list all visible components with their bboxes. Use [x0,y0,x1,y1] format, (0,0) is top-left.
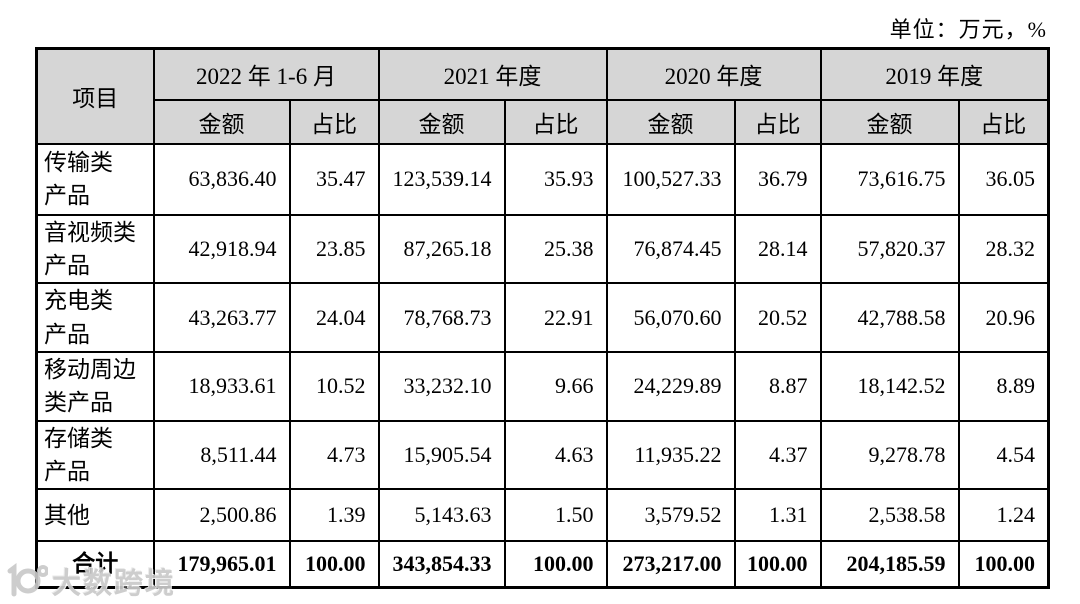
revenue-by-product-table: 项目 2022 年 1-6 月 2021 年度 2020 年度 2019 年度 … [35,47,1051,589]
column-group-2021: 2021 年度 [377,47,608,101]
row-label: 移动周边 类产品 [35,350,155,422]
total-cell-value: 343,854.33 [377,540,506,589]
cell-value: 1.50 [503,488,608,543]
total-cell-value: 100.00 [957,540,1050,589]
column-group-2019: 2019 年度 [819,47,1050,101]
total-cell-value: 100.00 [503,540,608,589]
cell-value: 8.87 [733,350,822,422]
cell-value: 10.52 [288,350,380,422]
cell-value: 42,788.58 [819,282,960,353]
cell-value: 2,500.86 [152,488,291,543]
cell-value: 100,527.33 [605,142,736,216]
cell-value: 36.79 [733,142,822,216]
subheader-ratio-2019: 占比 [957,98,1050,145]
cell-value: 57,820.37 [819,213,960,285]
cell-value: 9,278.78 [819,419,960,491]
cell-value: 8.89 [957,350,1050,422]
cell-value: 28.14 [733,213,822,285]
subheader-amount-2019: 金额 [819,98,960,145]
table-row: 存储类 产品 8,511.44 4.73 15,905.54 4.63 11,9… [35,419,1050,491]
cell-value: 18,142.52 [819,350,960,422]
cell-value: 11,935.22 [605,419,736,491]
total-cell-value: 100.00 [288,540,380,589]
cell-value: 20.96 [957,282,1050,353]
table-row: 其他 2,500.86 1.39 5,143.63 1.50 3,579.52 … [35,488,1050,543]
cell-value: 73,616.75 [819,142,960,216]
cell-value: 1.39 [288,488,380,543]
subheader-ratio-2021: 占比 [503,98,608,145]
total-cell-value: 273,217.00 [605,540,736,589]
cell-value: 35.93 [503,142,608,216]
cell-value: 9.66 [503,350,608,422]
cell-value: 23.85 [288,213,380,285]
row-label: 存储类 产品 [35,419,155,491]
cell-value: 87,265.18 [377,213,506,285]
subheader-amount-2020: 金额 [605,98,736,145]
cell-value: 28.32 [957,213,1050,285]
cell-value: 25.38 [503,213,608,285]
cell-value: 24,229.89 [605,350,736,422]
subheader-amount-2022: 金额 [152,98,291,145]
total-cell-value: 179,965.01 [152,540,291,589]
cell-value: 5,143.63 [377,488,506,543]
subheader-amount-2021: 金额 [377,98,506,145]
cell-value: 4.63 [503,419,608,491]
cell-value: 78,768.73 [377,282,506,353]
cell-value: 63,836.40 [152,142,291,216]
total-cell-value: 100.00 [733,540,822,589]
cell-value: 36.05 [957,142,1050,216]
table-row: 传输类 产品 63,836.40 35.47 123,539.14 35.93 … [35,142,1050,216]
cell-value: 2,538.58 [819,488,960,543]
column-header-item: 项目 [35,47,155,145]
cell-value: 56,070.60 [605,282,736,353]
cell-value: 8,511.44 [152,419,291,491]
cell-value: 20.52 [733,282,822,353]
row-label: 其他 [35,488,155,543]
cell-value: 1.24 [957,488,1050,543]
unit-note: 单位：万元，% [889,17,1047,42]
total-row-label: 合计 [35,540,155,589]
cell-value: 3,579.52 [605,488,736,543]
row-label: 音视频类 产品 [35,213,155,285]
cell-value: 24.04 [288,282,380,353]
table-row: 音视频类 产品 42,918.94 23.85 87,265.18 25.38 … [35,213,1050,285]
cell-value: 1.31 [733,488,822,543]
column-group-2020: 2020 年度 [605,47,822,101]
cell-value: 43,263.77 [152,282,291,353]
table-total-row: 合计 179,965.01 100.00 343,854.33 100.00 2… [35,540,1050,589]
header-row-years: 项目 2022 年 1-6 月 2021 年度 2020 年度 2019 年度 [35,47,1050,145]
cell-value: 35.47 [288,142,380,216]
row-label: 充电类 产品 [35,282,155,353]
cell-value: 4.73 [288,419,380,491]
table-row: 移动周边 类产品 18,933.61 10.52 33,232.10 9.66 … [35,350,1050,422]
cell-value: 18,933.61 [152,350,291,422]
cell-value: 33,232.10 [377,350,506,422]
header-row-subcolumns: 金额 占比 金额 占比 金额 占比 金额 占比 [37,98,1050,145]
cell-value: 123,539.14 [377,142,506,216]
cell-value: 15,905.54 [377,419,506,491]
cell-value: 4.54 [957,419,1050,491]
subheader-ratio-2022: 占比 [288,98,380,145]
column-group-2022: 2022 年 1-6 月 [152,47,380,101]
cell-value: 42,918.94 [152,213,291,285]
subheader-ratio-2020: 占比 [733,98,822,145]
cell-value: 4.37 [733,419,822,491]
table-row: 充电类 产品 43,263.77 24.04 78,768.73 22.91 5… [35,282,1050,353]
total-cell-value: 204,185.59 [819,540,960,589]
cell-value: 76,874.45 [605,213,736,285]
row-label: 传输类 产品 [35,142,155,216]
cell-value: 22.91 [503,282,608,353]
